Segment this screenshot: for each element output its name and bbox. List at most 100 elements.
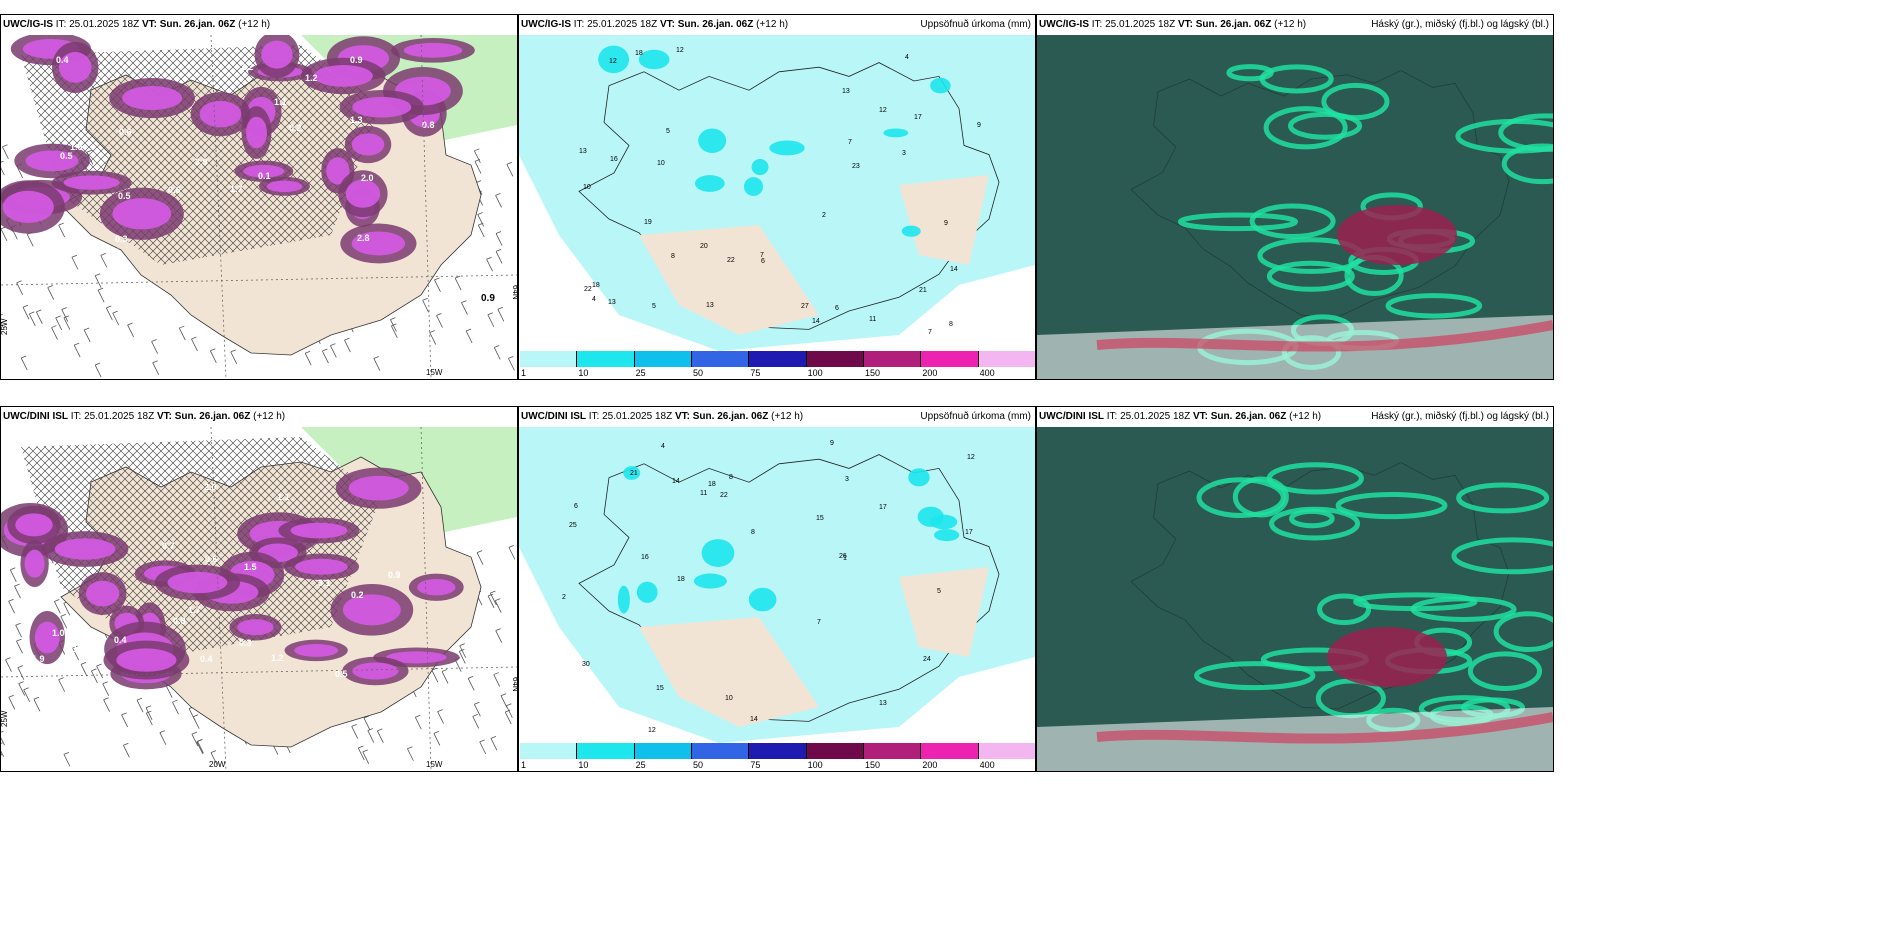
valid-label: VT: [141, 19, 157, 30]
snow-value: 1.5 [70, 142, 83, 152]
wind-barb [508, 544, 516, 560]
snow-blob [2, 190, 54, 224]
precip-value: 4 [905, 54, 909, 61]
cloud-contour [1249, 203, 1336, 240]
cloud-contour [1455, 118, 1553, 154]
snow-blob [85, 580, 120, 607]
precip-value: 4 [661, 443, 665, 450]
precip-10mm-area [934, 529, 960, 542]
precip-value: 18 [592, 282, 600, 289]
precip-10mm-area [769, 140, 805, 156]
precip-value: 21 [630, 470, 638, 477]
wind-barb [91, 668, 98, 684]
wind-barb [100, 253, 108, 268]
snow-value: 0.6 [168, 185, 181, 195]
cloud-contour [1194, 661, 1316, 691]
valid-label: VT: [1177, 19, 1193, 30]
precip-value: 7 [848, 139, 852, 146]
wind-barb [72, 645, 80, 661]
precip-value: 13 [706, 302, 714, 309]
snow-value: 0.5 [335, 669, 348, 679]
wind-barb [508, 356, 515, 371]
precip-value: 21 [919, 287, 927, 294]
precip-value: 2 [562, 594, 566, 601]
legend-tick-label: 75 [750, 760, 761, 770]
snow-panel-top: UWC/IG-IS IT: 25.01.2025 18Z VT: Sun. 26… [0, 14, 518, 380]
wind-barb [83, 327, 91, 343]
precip-value: 11 [869, 316, 876, 323]
snow-value: 1.1 [274, 97, 287, 107]
wind-barb [55, 315, 63, 331]
snow-blob [261, 40, 293, 69]
legend-tick-label: 1 [521, 760, 527, 770]
wind-barb [94, 273, 102, 288]
wind-barb [94, 362, 102, 378]
precip-value: 12 [609, 58, 617, 65]
model-name: UWC/DINI ISL [3, 411, 68, 422]
panel-header: UWC/DINI ISL IT: 25.01.2025 18Z VT: Sun.… [3, 409, 513, 425]
precip-10mm-area [617, 585, 630, 614]
wind-barb [121, 712, 128, 728]
precip-10mm-area [930, 514, 958, 530]
snow-map: 0.3 0.6 1.3 0.4 0.5 0.8 1.2 1.5 2.8 3.9 0.7 0.2 0.1 2… [1, 35, 517, 379]
wind-barb [474, 701, 481, 717]
snow-value: 2.2 [241, 62, 254, 72]
valid-label: VT: [659, 19, 675, 30]
valid-label: VT: [1192, 411, 1208, 422]
wind-barb [112, 310, 120, 326]
wind-barb [58, 222, 65, 238]
legend-swatch [634, 743, 692, 759]
wind-barb [51, 325, 58, 340]
wind-barb [494, 598, 502, 613]
precip-value: 8 [751, 529, 755, 536]
precip-value: 10 [657, 160, 665, 167]
snow-panel-bottom: UWC/DINI ISL IT: 25.01.2025 18Z VT: Sun.… [0, 406, 518, 772]
iceland-outline [1130, 462, 1510, 710]
wind-barb [136, 697, 144, 713]
wind-barb [33, 696, 41, 712]
snow-blob [237, 619, 274, 636]
precip-legend: 1 10 25 50 75 100 150 200 400 [520, 351, 1035, 378]
precip-10mm-area [638, 49, 670, 70]
wind-barb [362, 749, 370, 765]
snow-blob [54, 538, 116, 560]
cloud-contour [1467, 651, 1543, 691]
wind-barb [436, 313, 443, 328]
legend-tick-label: 75 [750, 368, 761, 378]
wind-barb [14, 583, 21, 599]
panel-header: UWC/IG-IS IT: 25.01.2025 18Z VT: Sun. 26… [3, 17, 513, 33]
wind-barb [477, 212, 485, 227]
legend-swatch [692, 743, 750, 759]
panel-header: UWC/IG-IS IT: 25.01.2025 18Z VT: Sun. 26… [1039, 17, 1549, 33]
legend-tick-label: 10 [578, 760, 589, 770]
snow-blob [417, 579, 456, 596]
wind-barb [493, 672, 501, 687]
wind-barb [351, 724, 359, 739]
precip-value: 17 [965, 529, 973, 536]
legend-tick-label: 200 [922, 760, 938, 770]
precip-value: 10 [583, 184, 591, 191]
wind-barb [96, 663, 103, 679]
legend-tick-label: 100 [807, 368, 823, 378]
panel-header: UWC/DINI ISL IT: 25.01.2025 18Z VT: Sun.… [521, 409, 1031, 425]
precip-value: 26 [839, 553, 847, 560]
snow-value: 2.0 [204, 482, 217, 492]
init-time: 25.01.2025 18Z [602, 411, 673, 422]
legend-swatch [978, 743, 1035, 759]
snow-value: 2.8 [357, 233, 370, 243]
precip-value: 12 [648, 727, 656, 734]
cloud-contour [1263, 106, 1348, 150]
snow-value: 0.2 [289, 123, 302, 133]
snow-blob [245, 116, 268, 149]
precip-panel-bottom: UWC/DINI ISL IT: 25.01.2025 18Z VT: Sun.… [518, 406, 1036, 772]
legend-tick-label: 50 [693, 760, 704, 770]
snow-value: 0.5 [118, 191, 131, 201]
wind-barb [467, 675, 475, 691]
precip-value: 19 [644, 219, 652, 226]
snow-blob [24, 549, 45, 578]
valid-time: Sun. 26.jan. 06Z [1195, 19, 1272, 30]
snow-blob [403, 42, 463, 58]
legend-swatch [634, 351, 692, 367]
precip-value: 13 [579, 148, 587, 155]
precip-value: 6 [761, 258, 765, 265]
